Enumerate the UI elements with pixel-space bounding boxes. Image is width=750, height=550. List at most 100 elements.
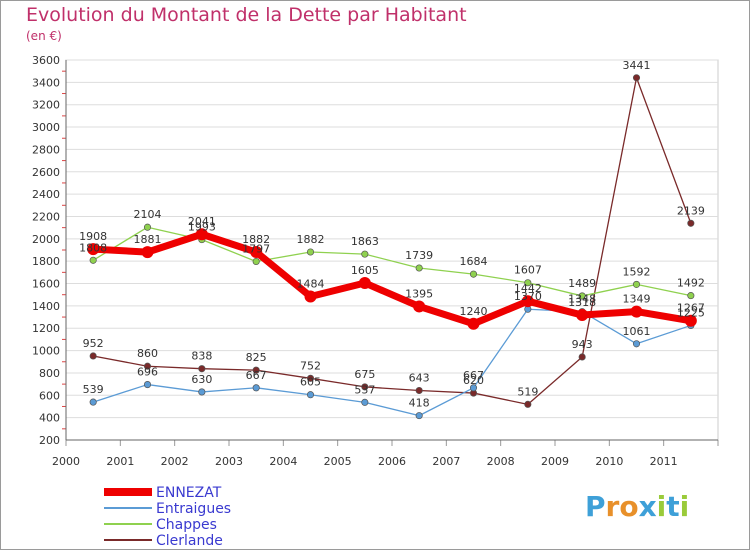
data-label: 1348 — [568, 293, 596, 306]
plot-area — [65, 59, 719, 441]
data-label: 667 — [246, 369, 267, 382]
y-tick-label: 3400 — [32, 76, 60, 89]
y-tick-label: 600 — [39, 389, 60, 402]
data-point — [306, 248, 315, 256]
logo-letter: i — [679, 490, 690, 523]
data-point — [252, 384, 260, 392]
data-point — [143, 362, 152, 370]
data-label: 1882 — [242, 233, 270, 246]
logo-letter: t — [666, 490, 680, 523]
y-tick-label: 800 — [39, 367, 60, 380]
x-tick-label: 2007 — [432, 455, 460, 468]
x-tick-label: 2006 — [378, 455, 406, 468]
data-label: 605 — [300, 376, 321, 389]
data-point — [521, 295, 534, 308]
data-point — [578, 292, 586, 300]
data-label: 1395 — [405, 287, 433, 300]
data-point — [358, 276, 371, 289]
data-label: 825 — [246, 351, 267, 364]
data-point — [632, 74, 641, 82]
y-tick-label: 1400 — [32, 300, 60, 313]
x-tick-label: 2001 — [106, 455, 134, 468]
legend-label: Chappes — [156, 517, 217, 533]
data-label: 3441 — [623, 59, 651, 72]
y-tick-label: 3600 — [32, 54, 60, 67]
data-point — [469, 384, 478, 392]
data-point — [632, 340, 641, 348]
legend-label: Entraigues — [156, 501, 231, 517]
logo-letter: i — [656, 490, 667, 523]
data-label: 1882 — [297, 233, 325, 246]
data-point — [89, 398, 97, 406]
data-point — [252, 257, 260, 266]
data-point — [687, 292, 695, 300]
data-label: 838 — [191, 350, 212, 363]
data-label: 418 — [409, 397, 430, 410]
data-label: 539 — [83, 383, 104, 396]
series-line-clerlande — [93, 77, 692, 405]
data-label: 667 — [463, 369, 484, 382]
y-tick-label: 3000 — [32, 121, 60, 134]
y-tick-label: 200 — [39, 434, 60, 447]
data-point — [198, 365, 206, 373]
data-label: 860 — [137, 347, 158, 360]
data-label: 675 — [354, 368, 375, 381]
data-point — [687, 219, 695, 227]
logo-letter: x — [638, 490, 657, 523]
data-label: 752 — [300, 359, 321, 372]
y-tick-label: 2400 — [32, 188, 60, 201]
x-tick-label: 2010 — [595, 455, 623, 468]
x-tick-label: 2005 — [324, 455, 352, 468]
y-tick-label: 1600 — [32, 278, 60, 291]
data-point — [415, 412, 423, 420]
data-point — [361, 383, 369, 391]
data-point — [684, 314, 697, 327]
data-label: 1484 — [297, 277, 325, 290]
data-point — [630, 305, 643, 318]
chart-title: Evolution du Montant de la Dette par Hab… — [26, 4, 467, 26]
chart-unit: (en €) — [26, 29, 62, 43]
data-point — [524, 400, 532, 408]
data-point — [195, 228, 208, 241]
data-point — [576, 309, 589, 322]
x-tick-label: 2000 — [52, 455, 80, 468]
data-point — [469, 270, 478, 278]
data-label: 1061 — [623, 325, 651, 338]
data-point — [361, 250, 369, 258]
data-label: 2104 — [134, 208, 162, 221]
data-label: 1442 — [514, 282, 542, 295]
data-label: 1797 — [242, 243, 270, 256]
data-point — [415, 386, 423, 395]
series-line-ennezat — [92, 230, 692, 328]
x-tick-label: 2003 — [215, 455, 243, 468]
data-point — [578, 353, 586, 361]
x-tick-label: 2002 — [161, 455, 189, 468]
y-tick-label: 3200 — [32, 99, 60, 112]
data-point — [143, 381, 152, 389]
data-label: 1684 — [460, 255, 488, 268]
legend-label: ENNEZAT — [156, 485, 222, 501]
logo-letter: P — [585, 490, 606, 523]
y-tick-label: 2000 — [32, 233, 60, 246]
logo-letter: o — [619, 490, 639, 523]
data-point — [306, 391, 315, 399]
data-point — [304, 290, 317, 303]
data-point — [87, 243, 100, 256]
x-tick-label: 2008 — [487, 455, 515, 468]
data-label: 1739 — [405, 249, 433, 262]
data-point — [250, 246, 263, 259]
data-label: 696 — [137, 366, 158, 379]
data-label: 537 — [354, 383, 375, 396]
data-label: 2139 — [677, 204, 705, 217]
data-point — [361, 398, 369, 406]
data-label: 1489 — [568, 277, 596, 290]
proxiti-logo: Proxiti — [585, 490, 689, 523]
data-label: 630 — [191, 373, 212, 386]
x-tick-label: 2004 — [269, 455, 297, 468]
y-tick-label: 2200 — [32, 210, 60, 223]
data-label: 2041 — [188, 215, 216, 228]
data-label: 643 — [409, 371, 430, 384]
data-label: 1881 — [134, 233, 162, 246]
data-label: 1863 — [351, 235, 379, 248]
